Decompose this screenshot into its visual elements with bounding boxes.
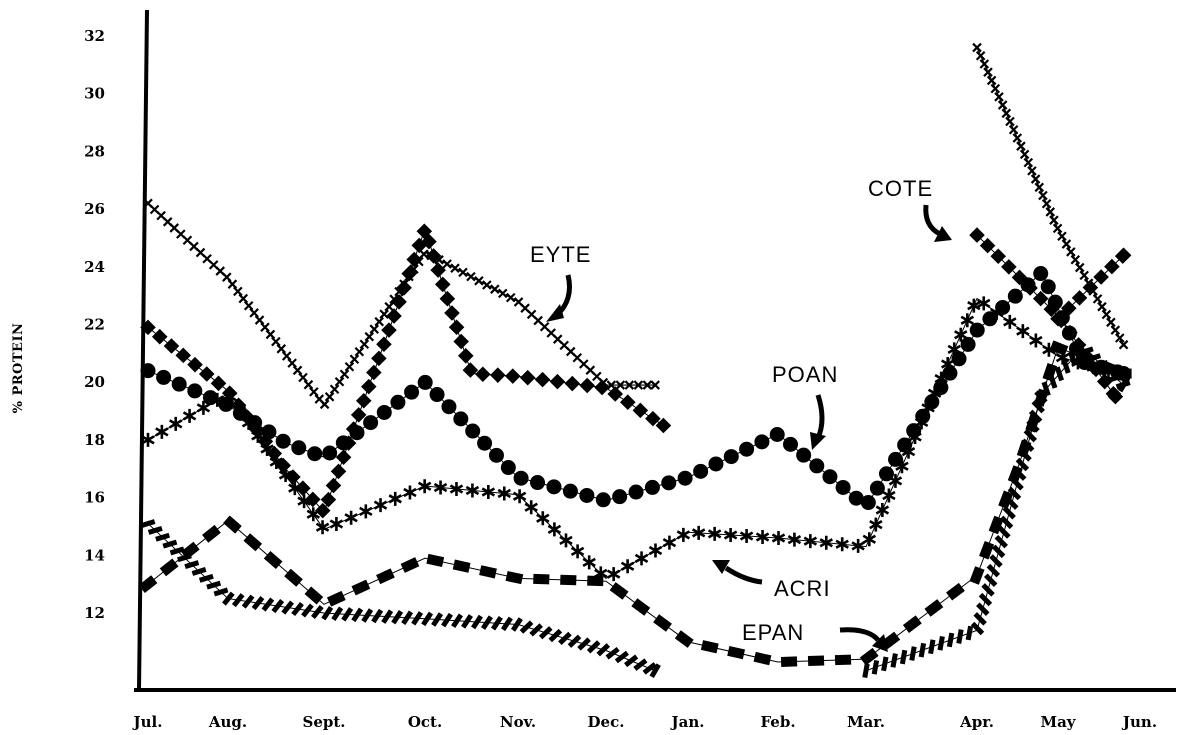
axes <box>134 10 1176 690</box>
x-tick-label: Jun. <box>1121 713 1157 731</box>
x-tick-label: Feb. <box>760 713 795 731</box>
annotation-cote: COTE <box>868 176 933 201</box>
x-tick-label: Dec. <box>588 713 625 731</box>
y-tick-label: 24 <box>84 258 105 276</box>
y-tick-label: 14 <box>84 546 105 564</box>
y-tick-label: 18 <box>84 431 105 449</box>
annotation-poan: POAN <box>772 362 838 387</box>
annotation-eyte: EYTE <box>530 242 591 267</box>
x-tick-label: Aug. <box>208 713 247 731</box>
x-tick-label: Oct. <box>408 713 442 731</box>
y-tick-label: 22 <box>84 316 105 334</box>
x-tick-label: Nov. <box>500 713 536 731</box>
x-tick-label: Apr. <box>959 713 994 731</box>
y-tick-label: 32 <box>84 27 105 45</box>
y-tick-label: 16 <box>84 489 105 507</box>
x-tick-label: Jul. <box>132 713 163 731</box>
series-line <box>866 348 1124 671</box>
y-tick-label: 30 <box>84 85 105 103</box>
y-tick-labels: 12 14 16 18 20 22 24 26 28 30 32 <box>84 27 105 622</box>
series-layer <box>139 44 1132 678</box>
annotation-epan: EPAN <box>742 620 804 645</box>
y-tick-label: 12 <box>84 604 105 622</box>
annotation-epan-arrow <box>840 630 878 640</box>
x-tick-label: Mar. <box>847 713 885 731</box>
x-tick-label: May <box>1040 713 1076 731</box>
y-tick-label: 28 <box>84 142 105 160</box>
y-tick-label: 26 <box>84 200 105 218</box>
x-tick-label: Sept. <box>302 713 345 731</box>
series-unlabeled-5 <box>141 344 1131 678</box>
annotation-cote-arrow <box>926 205 940 234</box>
annotation-acri: ACRI <box>774 576 831 601</box>
annotation-acri-arrow <box>726 568 762 582</box>
annotation-poan-arrowhead <box>810 432 826 450</box>
y-axis-label: % PROTEIN <box>11 323 26 414</box>
annotation-poan-arrow <box>818 395 822 438</box>
y-tick-label: 20 <box>84 373 105 391</box>
x-tick-label: Jan. <box>670 713 705 731</box>
series-unlabeled-7 <box>1050 247 1131 326</box>
series-line <box>148 299 1124 579</box>
x-tick-labels: Jul. Aug. Sept. Oct. Nov. Dec. Jan. Feb. Mar. Apr… <box>132 713 1158 731</box>
